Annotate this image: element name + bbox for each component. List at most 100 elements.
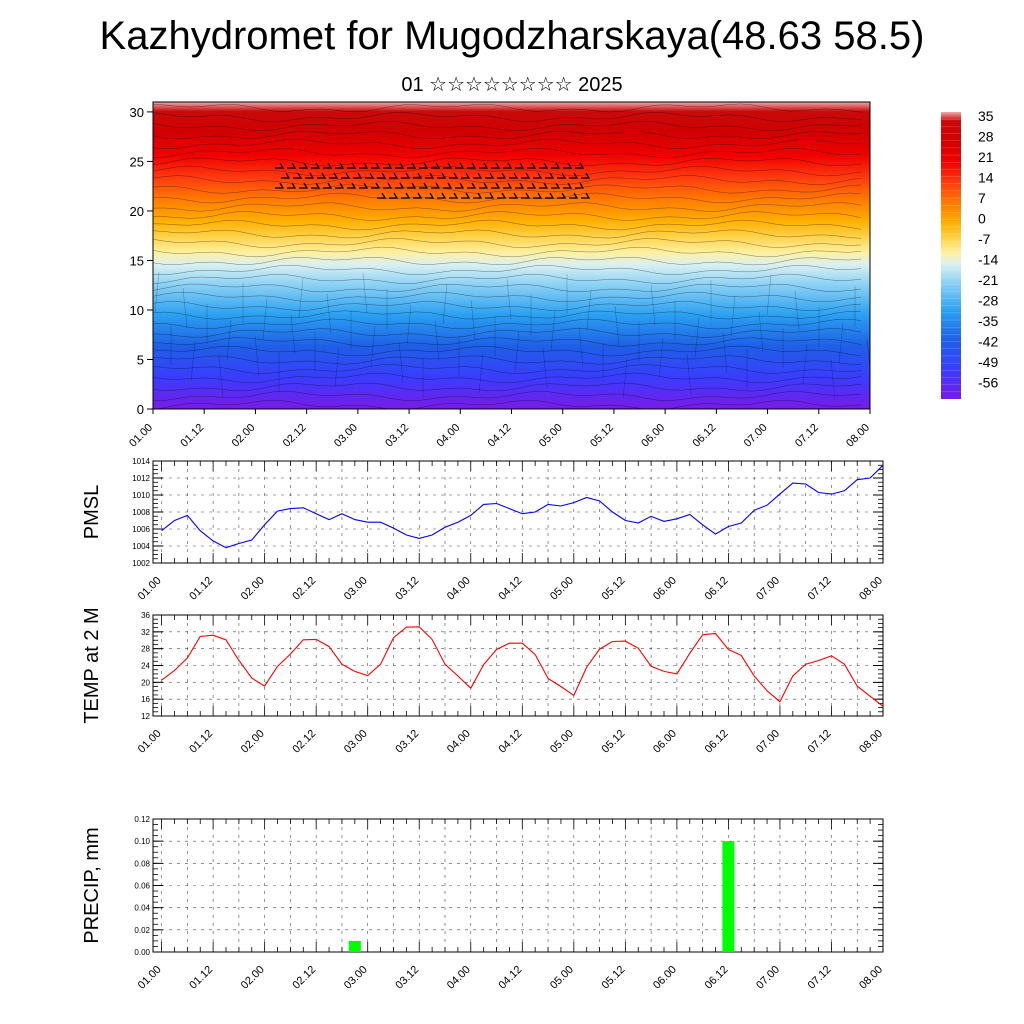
cross-y-tick-label: 5 [137,352,144,367]
wind-streamline [153,175,862,185]
wind-streamline [470,299,476,341]
wind-streamline [362,272,368,314]
wind-barb [449,172,459,179]
precip-y-tick-label: 0.06 [134,882,150,891]
wind-streamline [370,325,376,367]
wind-barb [365,172,375,179]
wind-barb [329,172,339,179]
wind-streamline [290,314,296,356]
precip-y-axis-label: PRECIP, mm [81,827,103,943]
wind-barb [509,192,519,199]
wind-barb [443,162,453,169]
temp-x-tick-label: 04.00 [445,728,473,756]
precip-x-tick-label: 06.12 [703,964,731,992]
wind-barb [551,162,561,169]
wind-barb [281,172,291,179]
precip-bar [348,940,361,952]
pmsl-y-axis-label: PMSL [81,485,103,539]
wind-barb [557,172,567,179]
wind-streamline [153,301,862,311]
wind-streamline [694,316,700,358]
wind-streamline [153,184,862,194]
wind-streamline [398,341,404,383]
wind-barb [383,162,393,169]
cross-y-tick-label: 20 [130,204,144,219]
wind-barb [437,192,447,199]
wind-streamline [838,322,844,364]
colorbar-label: 35 [978,108,994,124]
temp-x-tick-label: 05.00 [548,728,576,756]
pmsl-y-tick-label: 1002 [132,559,150,568]
precip-panel: 0.12 0.10 0.08 0.06 0.04 0.02 0.00 01.00 01.12 02… [81,815,885,992]
pmsl-x-tick-label: 03.00 [342,575,370,603]
precip-x-tick-label: 01.12 [187,964,215,992]
wind-streamline [153,112,862,123]
wind-barb [479,162,489,169]
cross-x-tick-label: 07.12 [793,422,821,450]
precip-bar [722,841,735,952]
cross-x-tick-label: 01.12 [178,422,206,450]
wind-barb [395,162,405,169]
wind-barb [461,192,471,199]
precip-x-tick-label: 02.00 [239,964,267,992]
pmsl-x-tick-label: 06.12 [703,575,731,603]
wind-barb [455,182,465,189]
wind-streamline [153,202,862,212]
temp-x-tick-label: 05.12 [600,728,628,756]
wind-barb [371,182,381,189]
wind-streamline [298,277,304,319]
wind-streamline [153,256,862,266]
pmsl-x-tick-label: 02.12 [290,575,318,603]
wind-streamline [153,291,862,303]
wind-streamline [794,290,800,332]
pmsl-x-tick-label: 07.00 [754,575,782,603]
temp-x-tick-label: 03.00 [342,728,370,756]
precip-frame [152,818,884,953]
temp-x-tick-label: 03.12 [393,728,421,756]
temp-x-tick-label: 07.12 [806,728,834,756]
precip-x-tick-label: 02.12 [290,964,318,992]
precip-x-tick-label: 07.12 [806,964,834,992]
precip-x-tick-label: 03.00 [342,964,370,992]
wind-barb [503,162,513,169]
wind-streamline [830,359,836,401]
temp-y-tick-label: 36 [141,611,150,620]
temp-x-tick-label: 06.12 [703,728,731,756]
wind-barb [299,182,309,189]
wind-barb [359,162,369,169]
wind-streamline [866,338,870,372]
wind-barb [515,162,525,169]
wind-streamline [153,219,862,231]
wind-barb [407,182,417,189]
wind-barb [419,182,429,189]
temp-x-tick-label: 02.00 [239,728,267,756]
cross-y-tick-label: 0 [137,402,144,417]
wind-barb [275,182,285,189]
precip-x-tick-label: 07.00 [754,964,782,992]
wind-field [153,103,870,409]
pmsl-panel: 1014 1012 1010 1008 1006 1004 1002 01.00 01.12 02… [81,457,885,603]
precip-x-tick-label: 04.12 [496,964,524,992]
wind-streamline [434,320,440,362]
wind-streamline [722,332,728,374]
wind-barb [581,192,591,199]
wind-streamline [153,345,862,357]
wind-barb [455,162,465,169]
wind-streamline [334,346,340,388]
pmsl-series-line [161,464,884,549]
wind-streamline [506,278,512,320]
cross-x-tick-label: 01.00 [127,422,155,450]
wind-barb [413,172,423,179]
colorbar-label: -56 [978,375,998,391]
colorbar-label: 21 [978,149,994,165]
wind-streamline [182,287,188,329]
wind-barb [485,172,495,179]
colorbar-label: -21 [978,272,998,288]
wind-barb [425,172,435,179]
wind-barb [521,192,531,199]
wind-streamline [758,311,764,353]
wind-barb [503,182,513,189]
colorbar-label: 7 [978,190,986,206]
wind-streamline [153,238,862,248]
